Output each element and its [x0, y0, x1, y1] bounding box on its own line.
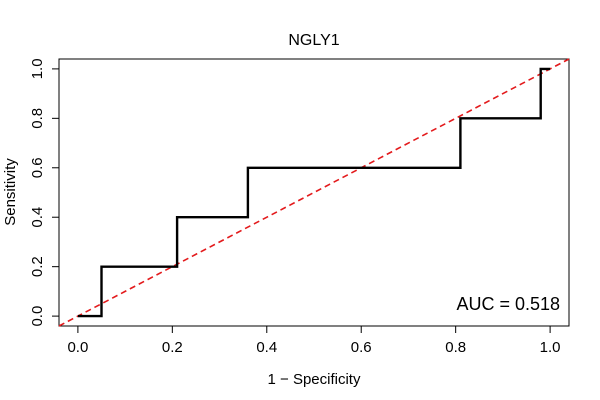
y-tick-label: 0.8	[29, 108, 46, 129]
reference-diagonal-line	[58, 58, 570, 327]
roc-curve-line	[77, 67, 551, 318]
y-tick-label: 0.2	[29, 256, 46, 277]
y-tick-label: 1.0	[29, 58, 46, 79]
chart-title: NGLY1	[288, 32, 339, 49]
x-tick-label: 0.6	[351, 339, 372, 356]
plot-frame	[58, 58, 570, 327]
y-tick-label: 0.6	[29, 157, 46, 178]
auc-annotation: AUC = 0.518	[456, 294, 560, 314]
y-axis-label: Sensitivity	[2, 158, 19, 226]
x-tick-label: 0.0	[67, 339, 88, 356]
y-tick-label: 0.0	[29, 306, 46, 327]
series-layer	[58, 58, 570, 327]
x-tick-label: 0.4	[256, 339, 277, 356]
y-tick-label: 0.4	[29, 207, 46, 228]
x-tick-label: 0.8	[445, 339, 466, 356]
x-axis-label: 1 − Specificity	[268, 371, 361, 388]
x-tick-label: 0.2	[162, 339, 183, 356]
y-axis-ticks: 0.0 0.2 0.4 0.6 0.8 1.0	[29, 58, 59, 327]
x-axis-ticks: 0.0 0.2 0.4 0.6 0.8 1.0	[67, 326, 561, 356]
x-tick-label: 1.0	[540, 339, 561, 356]
